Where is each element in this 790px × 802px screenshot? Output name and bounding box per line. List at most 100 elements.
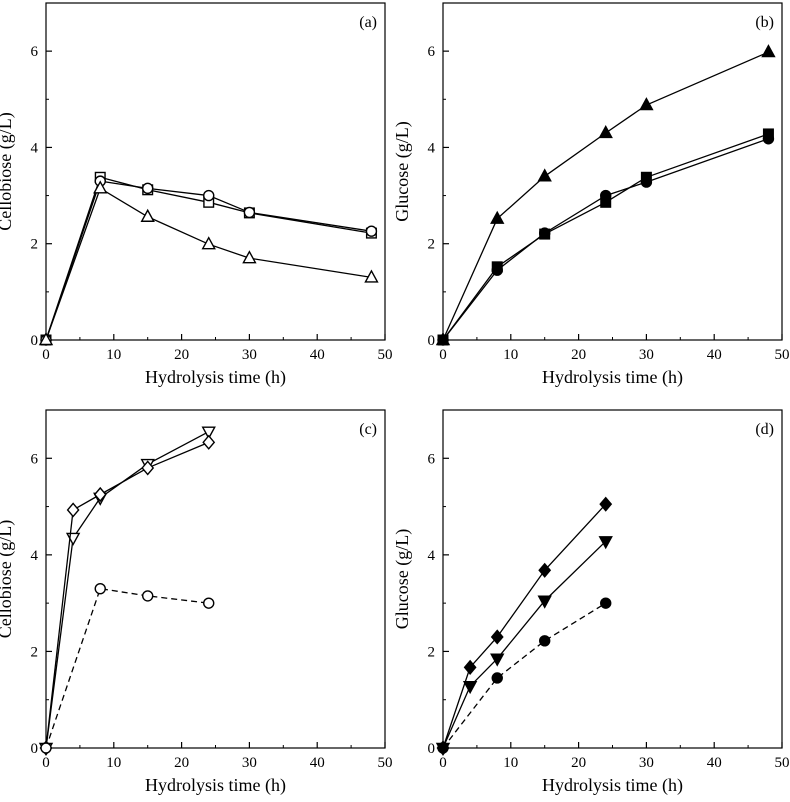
series-line-triangle-up-filled [442, 51, 769, 341]
plot-frame [45, 2, 386, 341]
series-line-diamond-open [45, 441, 209, 749]
x-axis-title: Hydrolysis time (h) [145, 775, 286, 796]
data-point-triangle-down-filled [462, 680, 478, 695]
x-axis-title: Hydrolysis time (h) [542, 775, 683, 796]
x-tick-label: 0 [439, 347, 447, 363]
data-point-diamond-open [141, 460, 155, 476]
data-point-triangle-up-filled [490, 210, 505, 224]
series-line-triangle-up-open [45, 187, 372, 341]
data-point-diamond-filled [538, 562, 552, 578]
data-point-triangle-up-open [364, 269, 379, 283]
data-point-circle-filled-dashed [539, 635, 551, 647]
data-point-diamond-filled [490, 629, 504, 645]
data-point-diamond-open [66, 502, 80, 518]
x-tick-label: 30 [639, 347, 654, 363]
data-point-circle-filled [762, 133, 775, 145]
data-point-circle-open [141, 182, 154, 195]
data-point-circle-filled [491, 264, 503, 276]
y-tick-label: 6 [428, 44, 436, 60]
x-tick-label: 40 [707, 347, 722, 363]
series-line-circle-open-dashed [45, 587, 209, 749]
x-tick-label: 20 [174, 347, 189, 363]
panel-label: (c) [359, 421, 377, 438]
x-tick-label: 50 [775, 347, 790, 363]
x-tick-label: 30 [639, 755, 654, 771]
data-point-triangle-up-filled [639, 97, 654, 111]
data-point-triangle-up-open [201, 236, 216, 250]
y-tick-label: 6 [31, 44, 39, 60]
series-triangle-up-filled [435, 44, 776, 346]
data-point-triangle-down-filled [490, 653, 505, 667]
data-point-triangle-up-filled [598, 125, 613, 139]
y-tick-label: 4 [31, 140, 39, 156]
y-tick-label: 6 [428, 451, 436, 467]
series-line-triangle-down-filled [442, 540, 607, 749]
data-point-diamond-filled [463, 659, 477, 675]
data-point-circle-filled-dashed [491, 672, 503, 684]
x-tick-label: 50 [775, 755, 790, 771]
x-tick-label: 10 [503, 755, 518, 771]
x-tick-label: 40 [310, 347, 325, 363]
x-tick-label: 0 [42, 755, 50, 771]
data-point-circle-filled [437, 334, 449, 346]
data-point-diamond-open [202, 434, 216, 450]
series-line-circle-open [45, 180, 372, 341]
x-tick-label: 40 [310, 755, 325, 771]
series-line-circle-filled-dashed [442, 602, 607, 749]
x-tick-label: 10 [106, 347, 121, 363]
data-point-circle-open-dashed [203, 597, 215, 609]
data-point-triangle-down-filled [598, 536, 613, 550]
data-point-diamond-filled [599, 496, 613, 512]
x-axis-title: Hydrolysis time (h) [145, 367, 286, 388]
y-tick-label: 4 [31, 548, 39, 564]
y-tick-label: 4 [428, 548, 436, 564]
data-point-triangle-up-filled [761, 44, 776, 58]
data-point-circle-open-dashed [40, 742, 52, 754]
x-tick-label: 20 [571, 755, 586, 771]
series-circle-open-dashed [40, 582, 215, 754]
x-tick-label: 40 [707, 755, 722, 771]
x-tick-label: 30 [242, 347, 257, 363]
data-point-triangle-up-open [242, 250, 257, 264]
y-axis-title: Cellobiose (g/L) [0, 112, 16, 230]
x-axis-title: Hydrolysis time (h) [542, 367, 683, 388]
data-point-circle-filled-dashed [437, 742, 449, 754]
y-tick-label: 0 [428, 333, 436, 349]
plot-frame [45, 409, 386, 749]
y-tick-label: 2 [31, 644, 39, 660]
series-line-square-filled [442, 133, 769, 341]
series-triangle-up-open [38, 180, 379, 346]
y-axis-title: Glucose (g/L) [392, 529, 413, 629]
x-tick-label: 30 [242, 755, 257, 771]
data-point-circle-filled [600, 189, 612, 202]
panel-label: (a) [359, 14, 377, 31]
data-point-circle-filled [539, 227, 551, 239]
y-tick-label: 6 [31, 451, 39, 467]
series-line-circle-filled [442, 138, 769, 341]
plot-frame [442, 2, 783, 341]
x-tick-label: 50 [378, 755, 393, 771]
series-line-square-open [45, 176, 372, 341]
data-point-circle-filled [640, 176, 653, 188]
series-circle-filled [437, 133, 775, 346]
x-tick-label: 10 [503, 347, 518, 363]
y-tick-label: 0 [428, 741, 436, 757]
data-point-circle-open-dashed [94, 582, 106, 595]
x-tick-label: 0 [439, 755, 447, 771]
y-tick-label: 2 [428, 644, 436, 660]
series-circle-filled-dashed [437, 597, 612, 754]
chart-panel-4: 0 10 20 30 40 50 0 2 4 6 Hydrolysis time (h) Glucos… [392, 409, 790, 796]
series-diamond-open [39, 434, 216, 756]
data-point-triangle-up-open [93, 180, 108, 194]
data-point-triangle-up-open [38, 332, 54, 346]
x-tick-label: 50 [378, 347, 393, 363]
data-point-circle-open [243, 206, 256, 219]
x-tick-label: 20 [174, 755, 189, 771]
y-axis-title: Cellobiose (g/L) [0, 520, 16, 638]
data-point-triangle-up-open [140, 208, 155, 222]
data-point-circle-open [365, 225, 378, 237]
data-point-circle-open [203, 189, 215, 202]
data-point-diamond-open [93, 486, 107, 503]
y-tick-label: 2 [31, 237, 39, 253]
